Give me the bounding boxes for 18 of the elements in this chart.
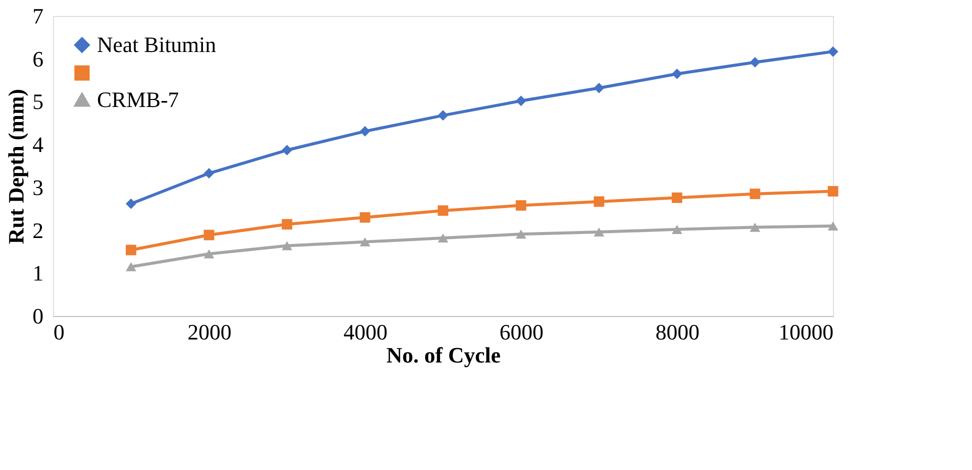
- x-tick-label: 6000: [500, 320, 544, 344]
- x-tick-label: 10000: [778, 320, 834, 344]
- legend-label: CRMB-7: [97, 87, 179, 112]
- y-tick-label: 5: [32, 89, 44, 114]
- y-tick-label: 2: [32, 218, 44, 243]
- x-tick-label: 2000: [188, 320, 232, 344]
- x-tick-label: 8000: [656, 320, 700, 344]
- y-axis-title: Rut Depth (mm): [4, 88, 28, 244]
- y-tick-label: 3: [32, 174, 44, 200]
- x-tick-label: 0: [54, 320, 64, 344]
- y-tick-label: 7: [32, 4, 44, 28]
- y-tick-label: 6: [32, 46, 44, 72]
- x-tick-label: 4000: [344, 320, 388, 344]
- legend-label: Neat Bitumin: [97, 32, 216, 57]
- y-tick-label: 4: [32, 132, 44, 158]
- y-tick-label: 1: [32, 260, 44, 286]
- y-tick-label: 0: [32, 304, 44, 328]
- x-axis-title: No. of Cycle: [386, 342, 501, 368]
